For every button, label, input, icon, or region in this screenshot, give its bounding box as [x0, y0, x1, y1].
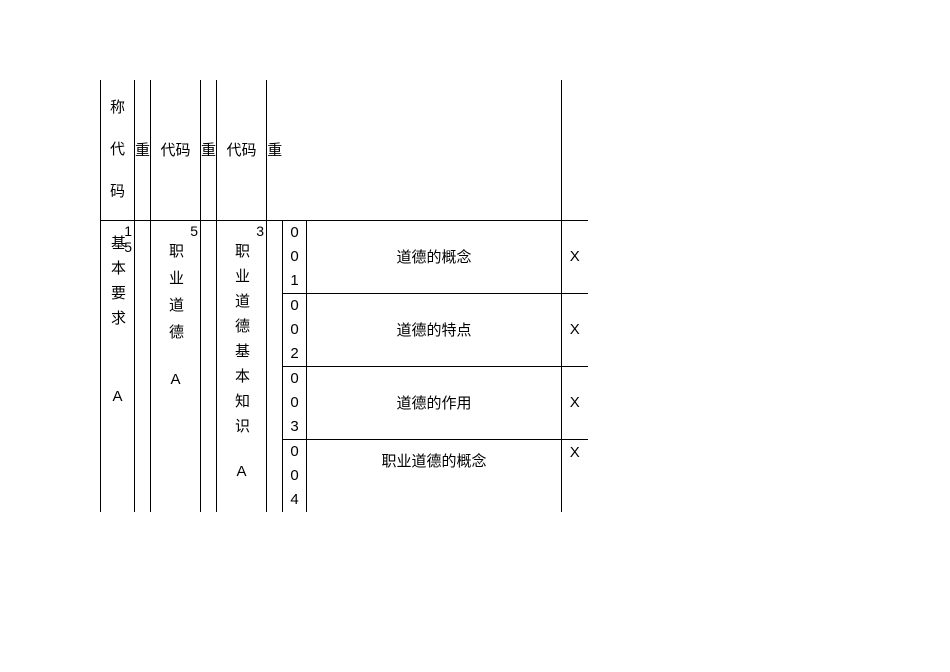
row-content: 道德的特点 [307, 293, 562, 366]
header-cell-5: 代码 [217, 80, 267, 220]
data-table: 称代码 重 代码 重 代码 重 15 [100, 80, 588, 512]
header-cell-1: 称代码 [101, 80, 135, 220]
body-col3-text: 职业道德基本知识 [225, 243, 258, 443]
table-row: 15 基本要求 A 5 职业道德 A 3 职业道德基本知识 A [101, 220, 588, 293]
body-col1-suffix: A [112, 388, 122, 405]
row-content: 道德的作用 [307, 366, 562, 439]
row-code: 004 [283, 439, 307, 512]
body-col3: 3 职业道德基本知识 A [217, 220, 267, 512]
row-mark: X [562, 366, 588, 439]
header-text-6: 重 [267, 142, 282, 159]
header-text-5: 代码 [227, 142, 257, 159]
header-cell-mark [562, 80, 588, 220]
row-mark: X [562, 220, 588, 293]
table-container: 称代码 重 代码 重 代码 重 15 [100, 80, 588, 512]
row-content: 职业道德的概念 [307, 439, 562, 512]
body-col3-suffix: A [237, 463, 247, 480]
row-code: 001 [283, 220, 307, 293]
row-mark: X [562, 439, 588, 512]
body-col2-text: 职业道德 [159, 243, 192, 351]
header-cell-2: 重 [135, 80, 151, 220]
row-content: 道德的概念 [307, 220, 562, 293]
header-cell-4: 重 [201, 80, 217, 220]
table-header-row: 称代码 重 代码 重 代码 重 [101, 80, 588, 220]
header-cell-3: 代码 [151, 80, 201, 220]
row-code: 002 [283, 293, 307, 366]
body-col2-num: 5 [190, 223, 198, 239]
header-text-4: 重 [201, 142, 216, 159]
header-text-2: 重 [135, 142, 150, 159]
header-text-1: 称代码 [101, 87, 134, 213]
row-code: 003 [283, 366, 307, 439]
body-col3-num: 3 [256, 223, 264, 239]
body-col1-num: 15 [124, 223, 132, 255]
header-cell-code [283, 80, 307, 220]
body-col2: 5 职业道德 A [151, 220, 201, 512]
header-cell-6: 重 [267, 80, 283, 220]
header-cell-content [307, 80, 562, 220]
body-col1: 15 基本要求 A [101, 220, 135, 512]
header-text-3: 代码 [161, 142, 191, 159]
body-col2-suffix: A [171, 371, 181, 388]
row-mark: X [562, 293, 588, 366]
